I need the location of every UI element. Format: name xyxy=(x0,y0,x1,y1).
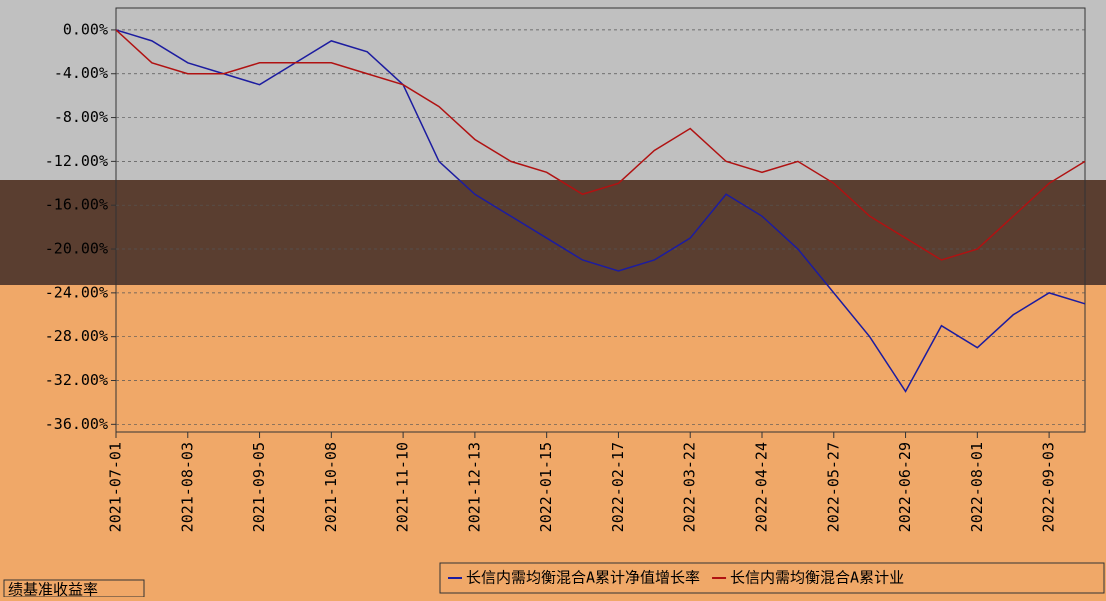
legend-label: 长信内需均衡混合A累计净值增长率 xyxy=(466,569,700,587)
y-tick-label: -28.00% xyxy=(45,327,108,345)
x-tick-label: 2021-07-01 xyxy=(107,442,125,532)
y-tick-label: -4.00% xyxy=(54,64,108,82)
x-tick-label: 2021-08-03 xyxy=(178,442,196,532)
lower-background xyxy=(0,285,1106,597)
y-tick-label: -32.00% xyxy=(45,371,108,389)
x-tick-label: 2021-12-13 xyxy=(465,442,483,532)
y-tick-label: -36.00% xyxy=(45,415,108,433)
x-tick-label: 2022-01-15 xyxy=(537,442,555,532)
footer-text: 绩基准收益率 xyxy=(8,581,98,598)
y-tick-label: -24.00% xyxy=(45,283,108,301)
x-tick-label: 2021-11-10 xyxy=(394,442,412,532)
x-tick-label: 2022-03-22 xyxy=(681,442,699,532)
x-tick-label: 2022-08-01 xyxy=(968,442,986,532)
x-tick-label: 2022-06-29 xyxy=(896,442,914,532)
chart: 0.00% -4.00% -8.00% -12.00% -16.00% -20.00% -2… xyxy=(0,0,1106,597)
x-tick-label: 2022-09-03 xyxy=(1040,442,1058,532)
x-tick-label: 2022-02-17 xyxy=(609,442,627,532)
y-tick-label: -8.00% xyxy=(54,108,108,126)
y-tick-label: 0.00% xyxy=(63,20,108,38)
x-tick-label: 2022-04-24 xyxy=(753,442,771,532)
x-tick-label: 2022-05-27 xyxy=(824,442,842,532)
x-tick-label: 2021-09-05 xyxy=(250,442,268,532)
legend-label: 长信内需均衡混合A累计业 xyxy=(730,569,904,587)
x-tick-label: 2021-10-08 xyxy=(322,442,340,532)
y-tick-label: -12.00% xyxy=(45,152,108,170)
y-tick-label: -20.00% xyxy=(45,240,108,258)
y-tick-label: -16.00% xyxy=(45,196,108,214)
upper-background xyxy=(0,0,1106,180)
glitch-band xyxy=(0,180,1106,285)
